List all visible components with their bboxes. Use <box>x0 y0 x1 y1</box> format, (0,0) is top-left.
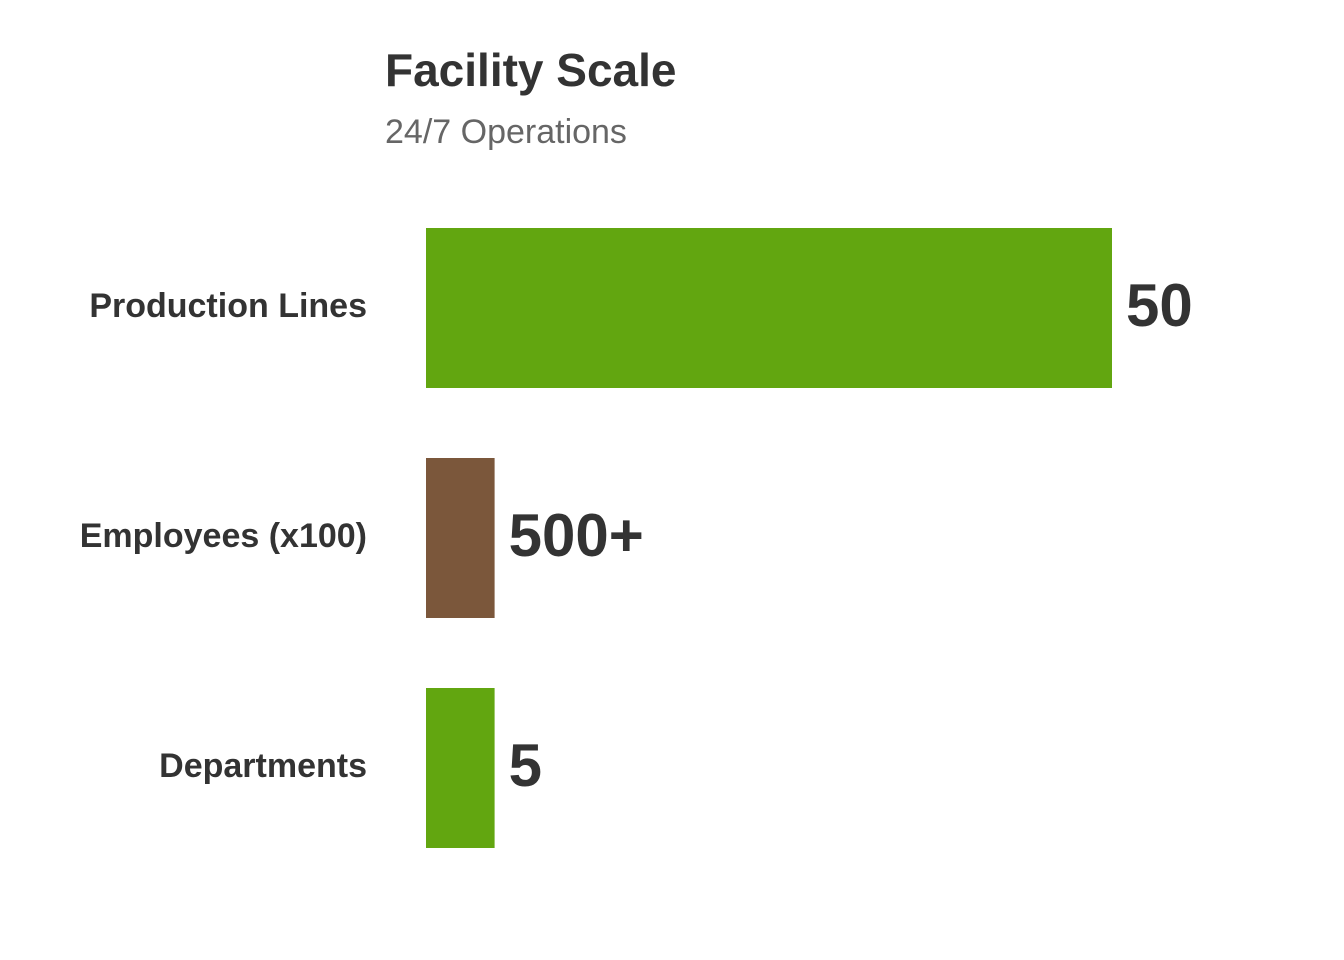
value-label: 500+ <box>509 502 644 569</box>
value-label: 5 <box>509 732 542 799</box>
category-label: Employees (x100) <box>80 517 367 555</box>
bar <box>426 458 495 618</box>
bar <box>426 688 495 848</box>
category-label: Departments <box>159 747 367 785</box>
bar <box>426 228 1112 388</box>
category-label: Production Lines <box>89 287 367 325</box>
value-label: 50 <box>1126 272 1193 339</box>
chart-title: Facility Scale <box>385 44 677 96</box>
chart-subtitle: 24/7 Operations <box>385 113 627 151</box>
